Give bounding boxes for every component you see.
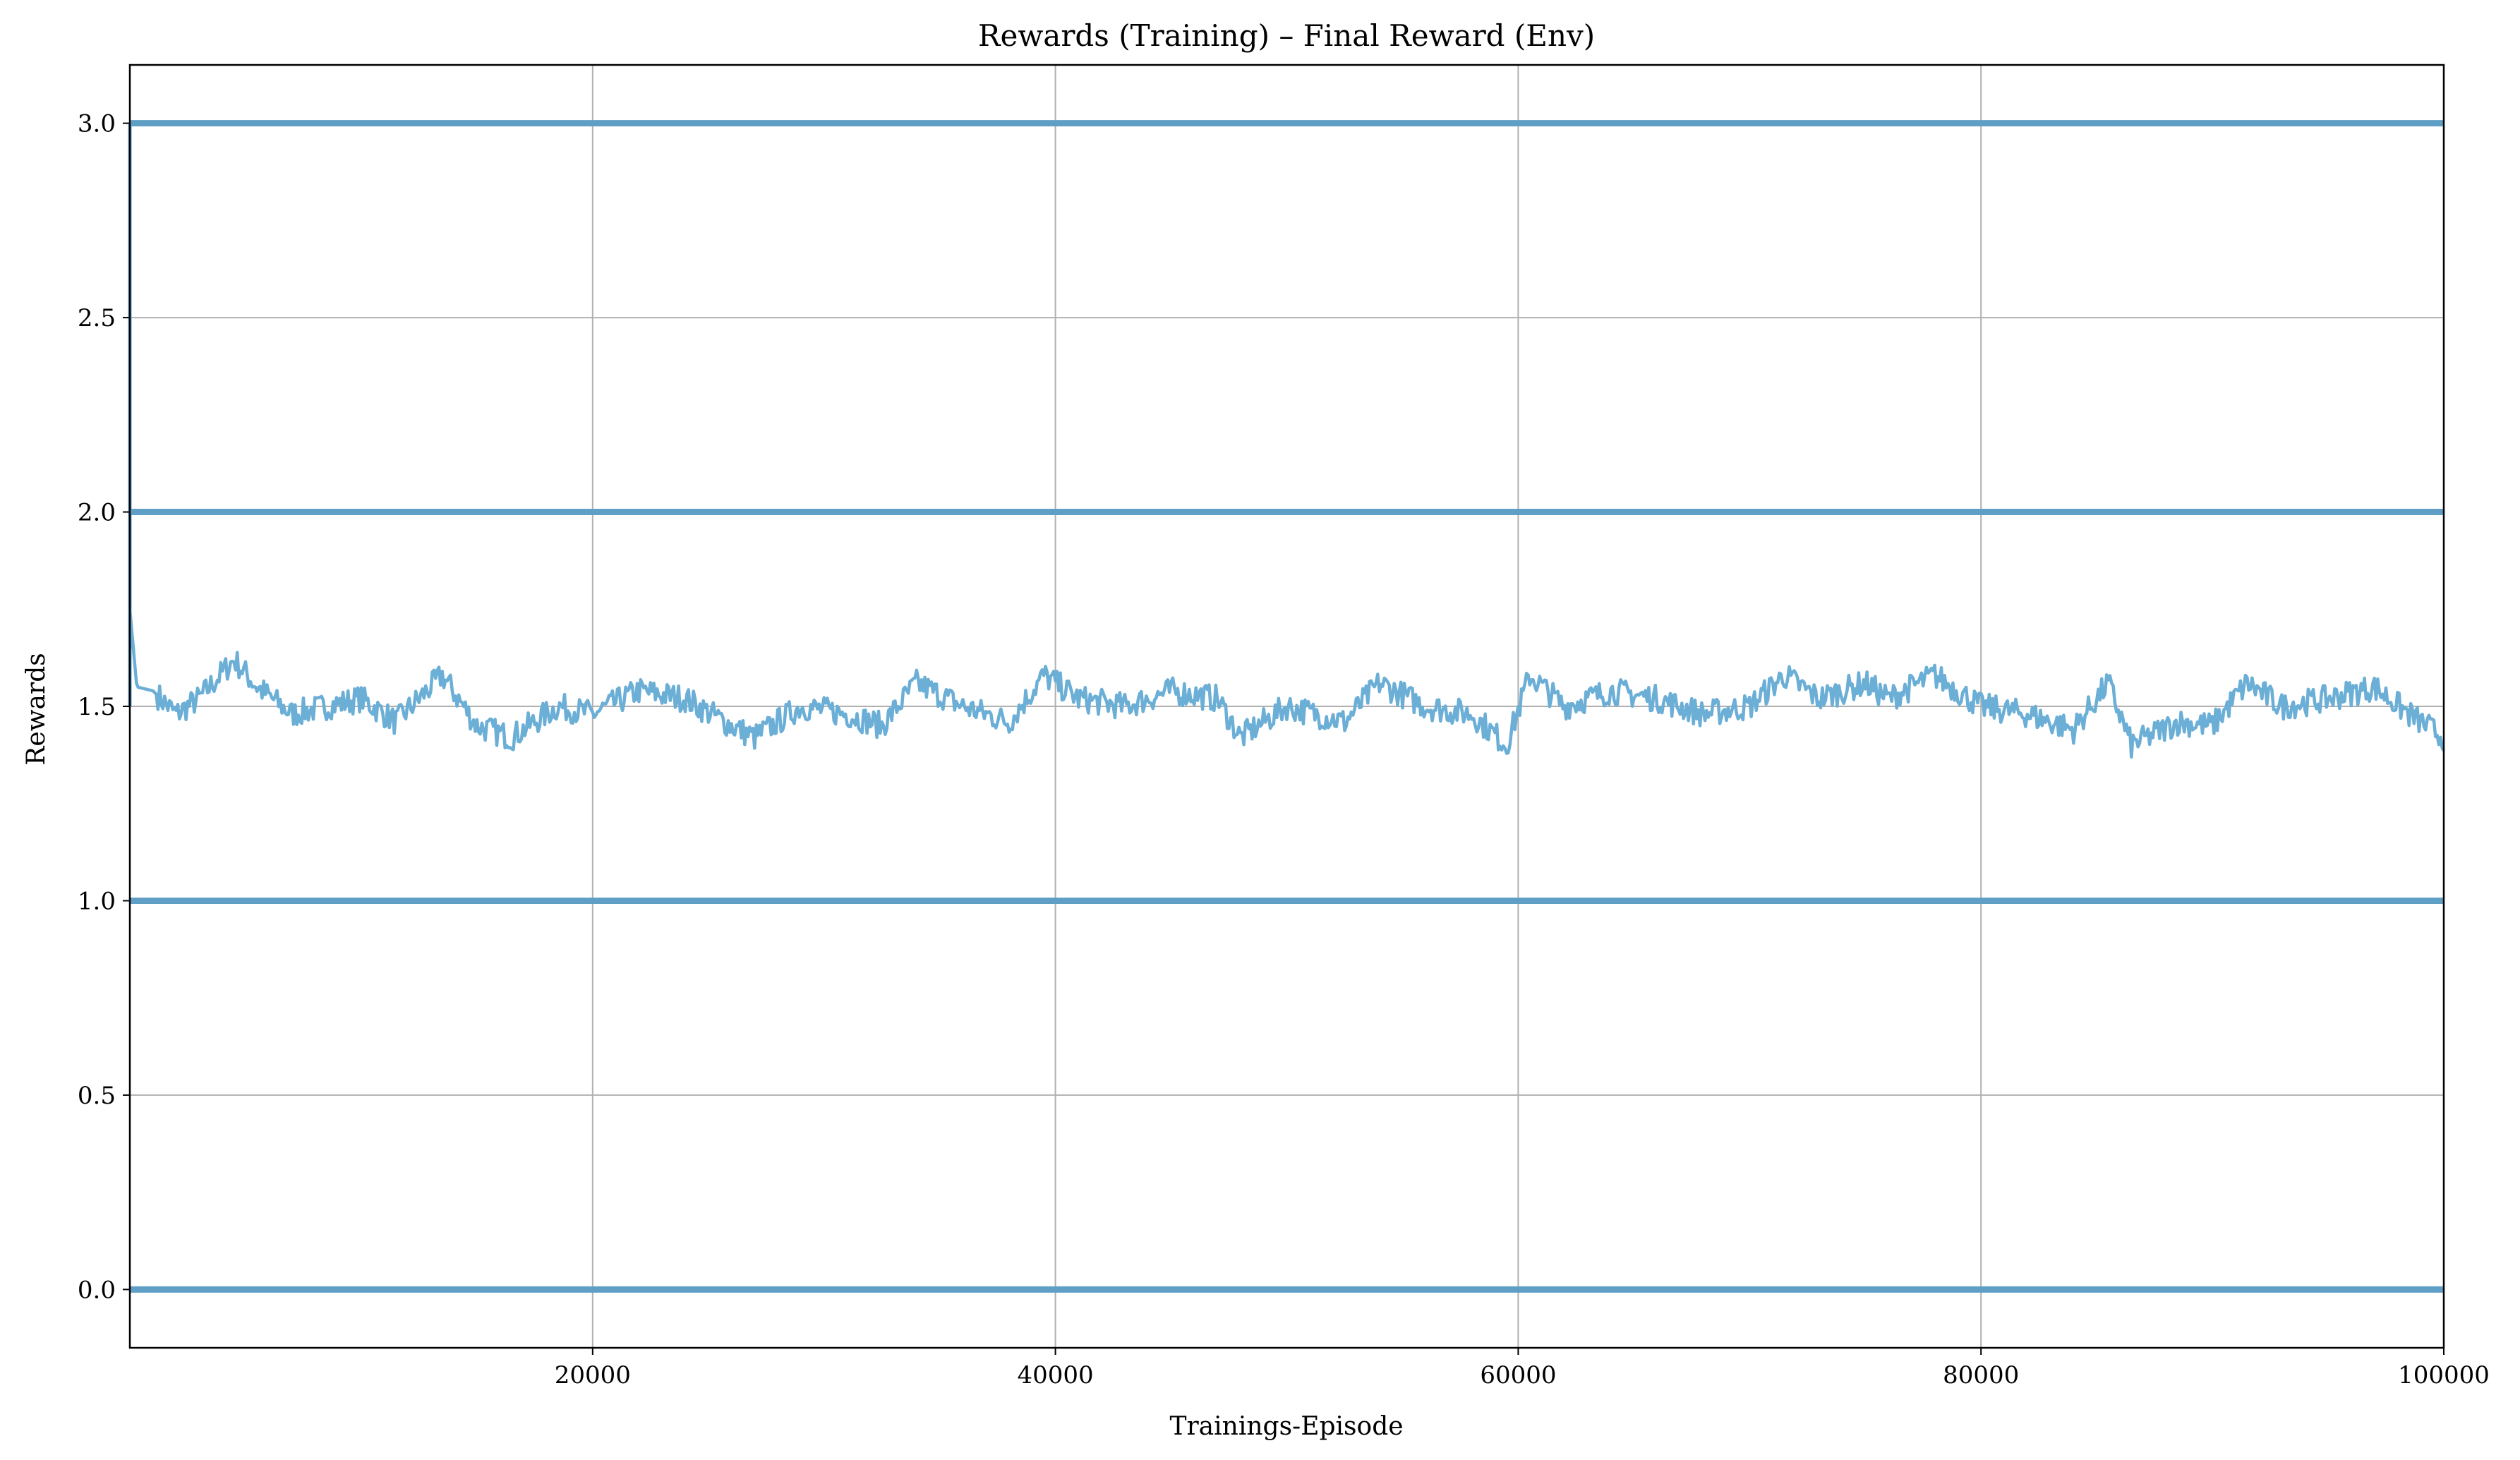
- y-tick-label: 1.0: [78, 887, 116, 915]
- y-tick-label: 2.0: [78, 499, 116, 527]
- chart-title: Rewards (Training) – Final Reward (Env): [978, 18, 1595, 53]
- x-axis-label: Trainings-Episode: [1169, 1412, 1403, 1441]
- series-line-moving-average: [128, 609, 2445, 759]
- y-tick-label: 0.5: [78, 1082, 116, 1110]
- plot-area: [128, 64, 2445, 1349]
- x-tick-label: 40000: [1018, 1361, 1094, 1389]
- x-tick-label: 20000: [555, 1361, 631, 1389]
- y-axis: 0.0 0.5 1.0 1.5 2.0 2.5 3.0: [78, 110, 130, 1304]
- y-tick-label: 3.0: [78, 110, 116, 138]
- y-tick-label: 2.5: [78, 304, 116, 332]
- y-tick-label: 0.0: [78, 1276, 116, 1304]
- y-tick-label: 1.5: [78, 693, 116, 721]
- x-tick-label: 80000: [1943, 1361, 2019, 1389]
- x-axis: 20000 40000 60000 80000 100000: [555, 1348, 2490, 1389]
- x-tick-label: 60000: [1480, 1361, 1556, 1389]
- x-tick-label: 100000: [2398, 1361, 2490, 1389]
- y-axis-label: Rewards: [22, 653, 51, 765]
